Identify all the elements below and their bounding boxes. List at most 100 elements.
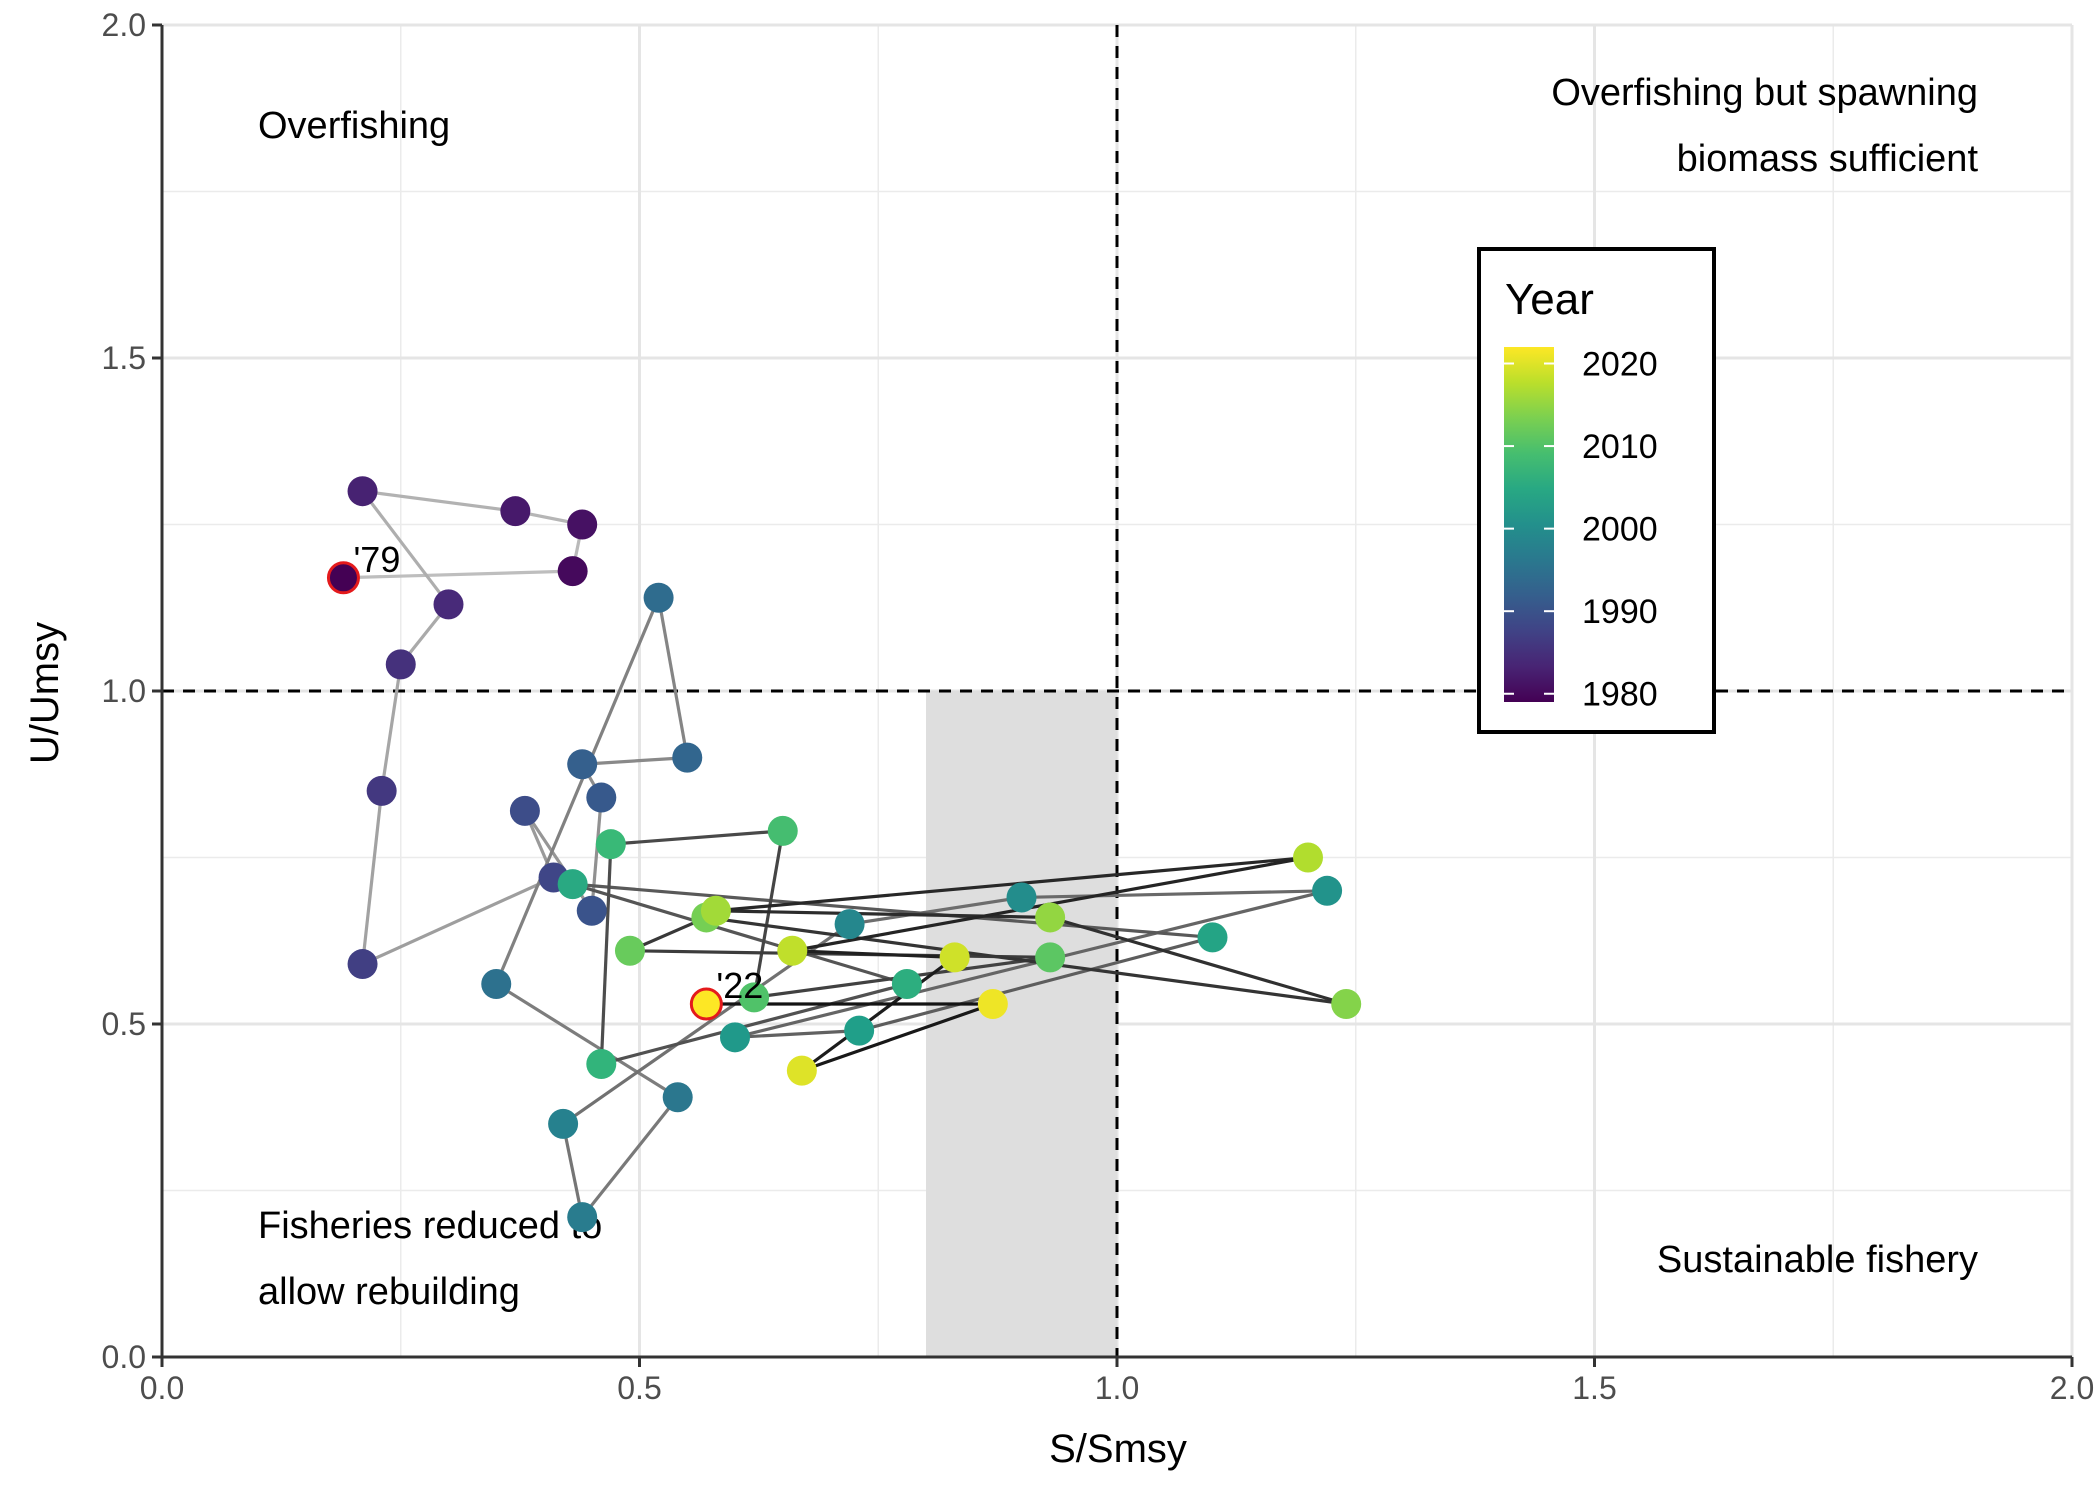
axes: 0.0 0.5 1.0 1.5 2.0 0.0 0.5 1.0 1.5 2.0 xyxy=(102,7,2095,1406)
quadrant-label-bottom-right: Sustainable fishery xyxy=(1657,1239,1978,1281)
data-point xyxy=(739,982,770,1013)
data-point xyxy=(700,895,731,926)
y-tick-label: 0.0 xyxy=(102,1339,146,1375)
data-point xyxy=(567,509,598,540)
legend-title: Year xyxy=(1505,275,1594,324)
data-point xyxy=(500,496,531,527)
trajectory-segment xyxy=(361,876,555,966)
quadrant-labels: Overfishing Overfishing but spawning bioma… xyxy=(258,72,1978,1313)
trajectory-segment xyxy=(495,982,679,1099)
trajectory-segment xyxy=(572,882,908,986)
data-point xyxy=(834,909,865,940)
x-axis-title: S/Smsy xyxy=(1049,1427,1187,1471)
trajectory-segment xyxy=(858,935,1213,1033)
trajectory-segment xyxy=(734,889,1328,1039)
quadrant-label-bottom-left: allow rebuilding xyxy=(258,1271,520,1313)
data-point xyxy=(939,942,970,973)
data-point xyxy=(586,1048,617,1079)
trajectory-segment xyxy=(1021,889,1328,900)
legend-tick-label: 1980 xyxy=(1582,676,1658,714)
trajectory-segment xyxy=(610,829,783,846)
data-point xyxy=(844,1015,875,1046)
reference-lines xyxy=(162,25,2072,1357)
trajectory-segment xyxy=(1049,915,1347,1006)
y-tick-label: 1.5 xyxy=(102,340,146,376)
trajectory-segment xyxy=(706,915,1347,1006)
trajectory-segment xyxy=(734,1029,860,1039)
x-tick-label: 1.5 xyxy=(1572,1370,1616,1406)
data-point xyxy=(586,782,617,813)
data-point xyxy=(557,556,588,587)
data-point xyxy=(509,795,540,826)
trajectory-segment xyxy=(361,490,450,606)
x-tick-label: 0.5 xyxy=(617,1370,661,1406)
data-point xyxy=(347,949,378,980)
legend-colorbar xyxy=(1504,347,1554,702)
data-point xyxy=(347,476,378,507)
data-point xyxy=(576,895,607,926)
data-point xyxy=(1197,922,1228,953)
legend-tick-label: 2000 xyxy=(1582,511,1658,549)
trajectory-segment xyxy=(561,1123,584,1218)
shaded-region xyxy=(926,691,1117,1357)
trajectory-segment xyxy=(715,909,1051,920)
x-tick-label: 0.0 xyxy=(140,1370,184,1406)
data-point xyxy=(595,829,626,860)
trajectory-segment xyxy=(849,895,1022,926)
trajectory-segment xyxy=(580,1096,679,1219)
trajectory-segment xyxy=(657,597,689,758)
data-point xyxy=(385,649,416,680)
quadrant-label-top-left: Overfishing xyxy=(258,105,450,147)
data-point xyxy=(1331,989,1362,1020)
trajectory-segment xyxy=(801,1002,994,1073)
trajectory-segment xyxy=(599,844,613,1065)
data-point xyxy=(767,815,798,846)
trajectory-segment xyxy=(572,882,1213,940)
data-point xyxy=(662,1082,693,1113)
data-point xyxy=(567,1202,598,1233)
quadrant-label-top-right: Overfishing but spawning xyxy=(1551,72,1978,114)
data-point xyxy=(977,989,1008,1020)
data-points xyxy=(326,476,1362,1233)
data-point xyxy=(1312,875,1343,906)
trajectory-segment xyxy=(800,956,956,1072)
data-point xyxy=(548,1108,579,1139)
data-point xyxy=(433,589,464,620)
quadrant-label-top-right: biomass sufficient xyxy=(1677,138,1979,180)
legend-tick-label: 1990 xyxy=(1582,593,1658,631)
trajectory-segment xyxy=(343,569,573,580)
region-layer xyxy=(926,691,1117,1357)
data-point xyxy=(1006,882,1037,913)
point-label: '79 xyxy=(353,539,400,580)
data-point xyxy=(720,1022,750,1053)
legend-tick-label: 2010 xyxy=(1582,428,1658,466)
data-point xyxy=(1035,942,1066,973)
data-point xyxy=(1035,902,1066,933)
trajectory-segments xyxy=(343,489,1347,1219)
data-point xyxy=(567,749,598,780)
legend: Year 2020 2010 2000 1990 1980 xyxy=(1477,247,1716,734)
data-point xyxy=(643,582,674,613)
x-tick-label: 1.0 xyxy=(1095,1370,1139,1406)
data-point xyxy=(786,1055,817,1086)
y-tick-label: 1.0 xyxy=(102,673,146,709)
point-label: '22 xyxy=(716,965,763,1006)
y-tick-label: 2.0 xyxy=(102,7,146,43)
data-point xyxy=(481,969,512,1000)
trajectory-segment xyxy=(360,790,384,965)
data-point xyxy=(672,742,703,773)
highlighted-data-point xyxy=(326,561,360,595)
data-point xyxy=(557,869,588,900)
highlighted-data-point xyxy=(689,987,723,1021)
trajectory-segment xyxy=(600,982,908,1066)
data-point xyxy=(777,935,808,966)
quadrant-label-bottom-left: Fisheries reduced to xyxy=(258,1205,602,1247)
trajectory-segment xyxy=(362,489,516,513)
point-labels: '79 '22 xyxy=(353,539,763,1006)
data-point xyxy=(366,775,397,806)
y-axis-title: U/Umsy xyxy=(23,622,67,764)
y-tick-label: 0.5 xyxy=(102,1006,146,1042)
x-tick-label: 2.0 xyxy=(2050,1370,2094,1406)
